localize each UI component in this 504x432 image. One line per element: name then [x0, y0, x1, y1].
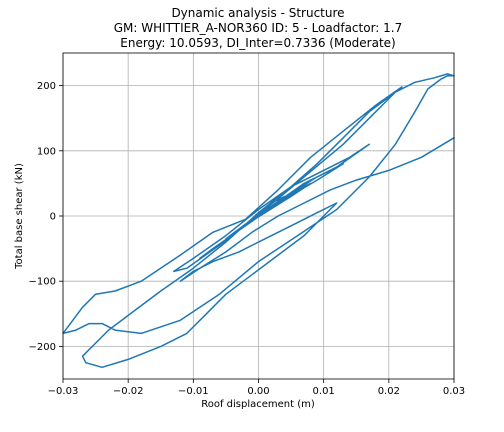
x-tick-label: −0.02 — [113, 386, 144, 397]
chart-title-line-2: GM: WHITTIER_A-NOR360 ID: 5 - Loadfactor… — [114, 21, 403, 35]
y-tick-label: 200 — [37, 81, 56, 92]
series-line-0 — [62, 73, 455, 369]
series-group — [62, 73, 455, 369]
chart-title-line-1: Dynamic analysis - Structure — [171, 6, 344, 20]
chart-title-line-3: Energy: 10.0593, DI_Inter=0.7336 (Modera… — [120, 36, 395, 50]
x-axis-ticks: −0.03 −0.02 −0.01 0.00 0.01 0.02 0.03 — [48, 379, 465, 397]
x-tick-label: −0.03 — [48, 386, 79, 397]
y-axis-ticks: −200 −100 0 100 200 — [29, 81, 63, 353]
y-tick-label: −100 — [29, 277, 56, 288]
y-tick-label: −200 — [29, 342, 56, 353]
x-tick-label: 0.03 — [443, 386, 465, 397]
y-tick-label: 0 — [50, 212, 56, 223]
x-tick-label: 0.01 — [313, 386, 335, 397]
x-axis-label: Roof displacement (m) — [201, 399, 315, 410]
y-axis-label: Total base shear (kN) — [14, 163, 25, 270]
x-tick-label: 0.00 — [247, 386, 269, 397]
y-tick-label: 100 — [37, 146, 56, 157]
x-tick-label: −0.01 — [178, 386, 209, 397]
x-tick-label: 0.02 — [378, 386, 400, 397]
